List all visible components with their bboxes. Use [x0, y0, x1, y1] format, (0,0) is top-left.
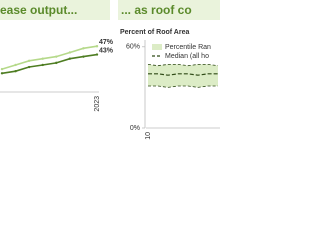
point [41, 57, 44, 60]
series-line [1, 45, 98, 70]
point [95, 53, 99, 56]
point [82, 47, 85, 50]
legend-label: Percentile Ran [165, 44, 211, 51]
point [41, 63, 44, 67]
point [55, 55, 58, 58]
percentile-band [148, 64, 218, 88]
header-bar [0, 0, 110, 20]
header-bar [118, 0, 220, 20]
value-label: 47% [99, 39, 114, 46]
point [0, 67, 4, 71]
x-tick-label: 2010 [145, 132, 152, 140]
y-axis-label: Percent of Roof Area [120, 29, 189, 36]
chart-title: ... as roof co [121, 3, 192, 17]
x-tick-label: 2023 [94, 96, 101, 112]
point [55, 61, 58, 65]
point [68, 57, 72, 60]
point [68, 51, 72, 54]
band-edge [148, 85, 218, 88]
chart-title: ease output... [0, 3, 77, 17]
band-edge [147, 64, 219, 67]
point [27, 65, 31, 69]
series-line [1, 53, 98, 75]
screenshot: ease output... 2023 47%43% ... as roof co Pe… [0, 0, 220, 140]
y-tick-label: 0% [130, 125, 140, 132]
point [27, 59, 31, 62]
legend-label: Median (all ho [165, 53, 209, 60]
point [14, 70, 17, 73]
y-tick-label: 60% [126, 44, 140, 51]
value-label: 43% [99, 47, 114, 54]
legend-swatch [152, 44, 162, 50]
point [82, 55, 85, 58]
point [0, 72, 4, 75]
point [95, 45, 99, 48]
point [14, 63, 17, 67]
